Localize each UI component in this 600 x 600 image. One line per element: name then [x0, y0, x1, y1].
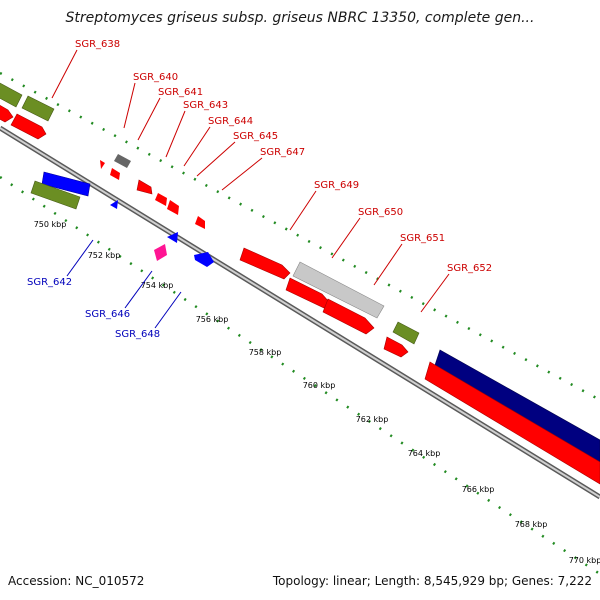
gene-rna: [0, 82, 23, 108]
gene-label-forward[interactable]: SGR_649: [314, 180, 359, 191]
leader-line: [165, 110, 186, 158]
gene-highlight: [154, 244, 167, 261]
gene-rna: [21, 95, 55, 122]
gene-labels: SGR_638 SGR_640 SGR_641 SGR_643 SGR_644 SGR_6…: [27, 39, 492, 340]
gene-label-forward[interactable]: SGR_641: [158, 87, 203, 98]
gene-label-reverse[interactable]: SGR_646: [85, 309, 130, 320]
gene-label-forward[interactable]: SGR_640: [133, 72, 178, 83]
outer-forward-track: [0, 71, 600, 402]
gene-forward: [136, 179, 153, 195]
gene-forward: [167, 200, 179, 215]
leader-line: [124, 270, 153, 309]
gene-pseudo: [292, 261, 385, 319]
tick-label: 766 kbp: [462, 485, 495, 494]
leader-line: [196, 141, 236, 177]
topology-text: Topology: linear; Length: 8,545,929 bp; …: [272, 574, 592, 588]
gene-reverse: [110, 200, 118, 209]
leader-line: [123, 82, 136, 129]
gene-glyphs[interactable]: [0, 82, 600, 485]
gene-label-forward[interactable]: SGR_643: [183, 100, 228, 111]
leader-line: [137, 97, 161, 141]
tick-label: 764 kbp: [408, 449, 441, 458]
gene-forward: [0, 104, 14, 123]
tick-label: 768 kbp: [515, 520, 548, 529]
tick-label: 770 kbp: [569, 556, 600, 565]
leader-line: [154, 291, 182, 329]
leader-line: [331, 217, 361, 259]
tick-label: 760 kbp: [303, 381, 336, 390]
gene-label-forward[interactable]: SGR_644: [208, 116, 253, 127]
gene-reverse: [194, 252, 214, 267]
gene-label-forward[interactable]: SGR_638: [75, 39, 120, 50]
gene-forward: [322, 298, 375, 335]
gene-reverse: [433, 349, 600, 463]
gene-label-forward[interactable]: SGR_652: [447, 263, 492, 274]
leader-line: [373, 243, 403, 286]
gene-label-reverse[interactable]: SGR_642: [27, 277, 72, 288]
label-leaders: [51, 49, 450, 329]
tick-label: 762 kbp: [356, 415, 389, 424]
gene-forward: [383, 336, 409, 358]
accession-text: Accession: NC_010572: [8, 574, 145, 588]
position-ticks: 750 kbp 752 kbp 754 kbp 756 kbp 758 kbp 760 k…: [34, 220, 600, 565]
gene-label-forward[interactable]: SGR_647: [260, 147, 305, 158]
gene-forward: [100, 160, 105, 169]
genome-backbone: [0, 125, 600, 500]
map-title: Streptomyces griseus subsp. griseus NBRC…: [65, 10, 535, 26]
leader-line: [66, 239, 94, 277]
gene-forward: [155, 193, 167, 206]
gene-forward: [239, 247, 291, 280]
track-guides: [0, 71, 600, 576]
gene-label-forward[interactable]: SGR_645: [233, 131, 278, 142]
gene-rna: [30, 180, 81, 210]
tick-label: 756 kbp: [196, 315, 229, 324]
gene-forward: [10, 113, 47, 140]
gene-rna: [392, 321, 420, 345]
gene-label-forward[interactable]: SGR_650: [358, 207, 403, 218]
leader-line: [51, 49, 78, 99]
leader-line: [221, 157, 263, 191]
gene-forward: [195, 216, 205, 229]
gene-forward: [424, 361, 600, 485]
gene-label-forward[interactable]: SGR_651: [400, 233, 445, 244]
tick-label: 752 kbp: [88, 251, 121, 260]
gene-reverse: [167, 232, 178, 243]
tick-label: 754 kbp: [141, 281, 174, 290]
gene-reverse: [41, 171, 91, 197]
gene-forward: [110, 168, 120, 180]
outer-reverse-track: [0, 175, 600, 576]
leader-line: [420, 273, 450, 313]
tick-label: 750 kbp: [34, 220, 67, 229]
leader-line: [183, 126, 211, 167]
gene-label-reverse[interactable]: SGR_648: [115, 329, 160, 340]
tick-label: 758 kbp: [249, 348, 282, 357]
gene-pseudo: [114, 154, 131, 168]
leader-line: [289, 190, 317, 231]
